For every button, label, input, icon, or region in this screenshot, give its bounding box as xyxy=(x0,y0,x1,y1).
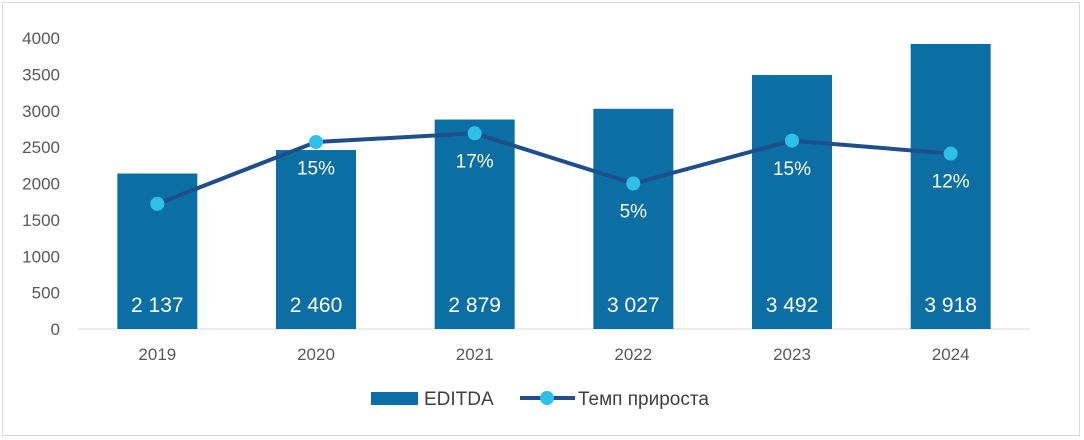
growth-label: 12% xyxy=(932,172,970,193)
x-tick-label: 2022 xyxy=(614,345,652,364)
y-tick-label: 3500 xyxy=(22,65,60,84)
x-axis-ticks: 2019 2020 2021 2022 2023 2024 xyxy=(138,345,969,364)
y-tick-label: 1000 xyxy=(22,247,60,266)
legend-marker-swatch xyxy=(540,391,554,405)
y-tick-label: 0 xyxy=(51,320,60,339)
growth-marker-2022 xyxy=(626,176,641,191)
bar-value-label: 3 027 xyxy=(607,294,660,317)
bar-value-label: 2 460 xyxy=(290,294,343,317)
y-tick-label: 1500 xyxy=(22,211,60,230)
bar-labels: 2 137 2 460 2 879 3 027 3 492 3 918 xyxy=(131,294,977,317)
bar-2020 xyxy=(276,150,356,329)
bar-value-label: 2 137 xyxy=(131,294,184,317)
legend-line-label: Темп прироста xyxy=(578,389,709,410)
y-tick-label: 500 xyxy=(32,284,60,303)
growth-marker-2023 xyxy=(785,133,799,148)
x-tick-label: 2023 xyxy=(773,345,811,364)
growth-labels: 15% 17% 5% 15% 12% xyxy=(297,151,970,222)
legend-bar-swatch xyxy=(371,392,418,405)
x-tick-label: 2019 xyxy=(138,345,176,364)
bar-2024 xyxy=(910,43,991,329)
bar-value-label: 3 492 xyxy=(766,294,819,317)
y-axis-ticks: 0 500 1000 1500 2000 2500 3000 3500 4000 xyxy=(22,29,60,339)
bar-value-label: 3 918 xyxy=(924,294,977,317)
growth-label: 15% xyxy=(773,159,811,180)
x-tick-label: 2020 xyxy=(297,345,335,364)
growth-label: 17% xyxy=(456,151,494,172)
legend-bar-label: EDITDA xyxy=(424,389,494,410)
x-tick-label: 2021 xyxy=(456,345,494,364)
growth-marker-2024 xyxy=(943,146,958,161)
bar-2023 xyxy=(752,74,832,329)
bar-2021 xyxy=(434,119,515,329)
growth-label: 15% xyxy=(297,158,335,179)
bars xyxy=(117,43,991,329)
bar-value-label: 2 879 xyxy=(448,294,501,317)
y-tick-label: 3000 xyxy=(22,102,60,121)
growth-markers xyxy=(150,126,958,211)
growth-line xyxy=(156,131,951,206)
y-tick-label: 4000 xyxy=(22,29,60,48)
legend: EDITDA Темп прироста xyxy=(371,389,709,410)
y-tick-label: 2500 xyxy=(22,138,60,157)
y-tick-label: 2000 xyxy=(22,175,60,194)
growth-label: 5% xyxy=(620,201,648,222)
x-tick-label: 2024 xyxy=(932,345,970,364)
growth-marker-2019 xyxy=(150,196,165,211)
growth-marker-2020 xyxy=(309,135,323,150)
bar-2022 xyxy=(593,108,674,329)
growth-marker-2021 xyxy=(467,126,482,141)
